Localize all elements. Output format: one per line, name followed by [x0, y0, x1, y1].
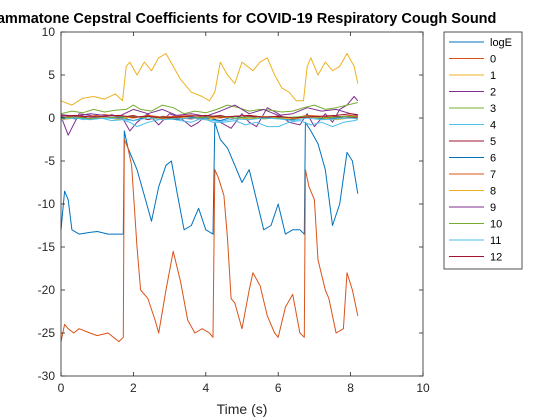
y-tick-label: 0 — [48, 111, 55, 125]
legend-label: 7 — [490, 169, 496, 181]
series-line-12 — [60, 113, 358, 119]
x-tick-label: 2 — [130, 381, 137, 395]
y-tick-label: -15 — [38, 240, 56, 254]
legend-label: 3 — [490, 103, 496, 115]
x-tick-label: 6 — [275, 381, 282, 395]
legend-label: 10 — [490, 219, 502, 231]
chart-title: Gammatone Cepstral Coefficients for COVI… — [0, 11, 496, 27]
x-axis: 0 2 4 6 8 10 — [58, 32, 430, 395]
x-tick-label: 4 — [202, 381, 209, 395]
series-line-1 — [60, 53, 359, 106]
y-tick-label: -5 — [44, 154, 55, 168]
legend-label: 2 — [490, 87, 496, 99]
plot-area: 0 2 4 6 8 10 -30 -25 -20 -15 -10 -5 0 5 10 — [38, 25, 430, 395]
series-line-0 — [60, 139, 359, 343]
legend-label: 6 — [490, 153, 496, 165]
legend-label: 4 — [490, 120, 496, 132]
x-tick-label: 0 — [58, 381, 65, 395]
legend-label: 0 — [490, 54, 496, 66]
x-tick-label: 10 — [416, 381, 430, 395]
legend-label: 1 — [490, 70, 496, 82]
legend-box — [443, 31, 523, 270]
series-line-11 — [60, 117, 358, 122]
y-tick-label: -20 — [38, 283, 56, 297]
y-tick-label: 10 — [42, 25, 56, 39]
legend-label: 9 — [490, 202, 496, 214]
legend-label: 11 — [490, 235, 501, 247]
y-tick-label: -30 — [38, 369, 56, 383]
series-line-3 — [60, 102, 358, 115]
x-axis-label: Time (s) — [217, 401, 268, 417]
axes-background — [61, 32, 423, 376]
y-axis: -30 -25 -20 -15 -10 -5 0 5 10 — [38, 25, 423, 383]
series-line-logE — [60, 121, 359, 235]
series-layer — [60, 53, 359, 343]
y-tick-label: -10 — [38, 197, 56, 211]
y-tick-label: 5 — [48, 68, 55, 82]
legend-label: 5 — [490, 136, 496, 148]
y-tick-label: -25 — [38, 326, 56, 340]
x-tick-label: 8 — [347, 381, 354, 395]
legend-label: 12 — [490, 252, 502, 264]
legend-label: logE — [490, 37, 512, 49]
legend-label: 8 — [490, 186, 496, 198]
